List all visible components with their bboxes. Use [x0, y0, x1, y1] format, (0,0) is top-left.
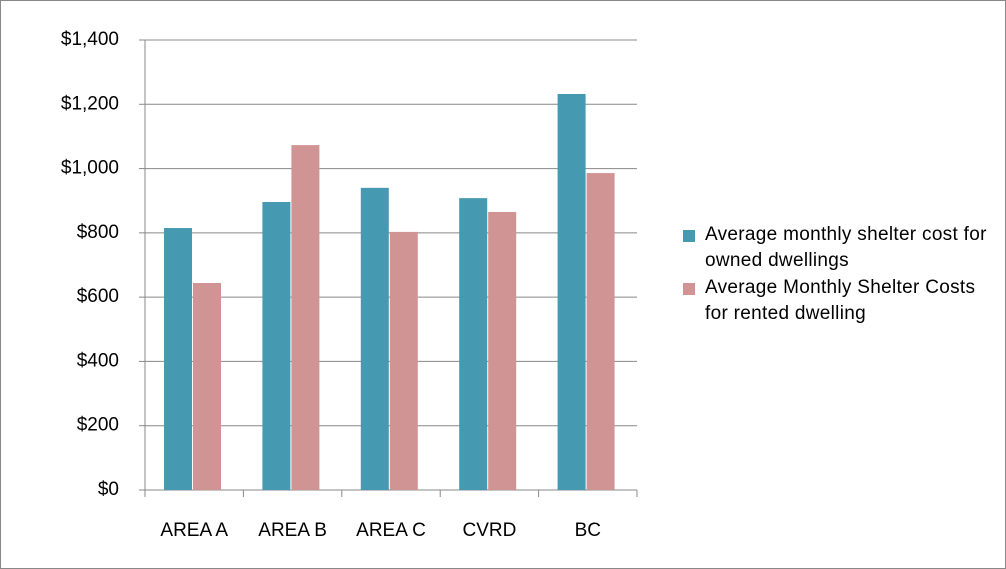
bar	[360, 187, 389, 490]
x-tick-label: AREA C	[356, 520, 426, 541]
y-tick-label: $1,400	[61, 29, 119, 50]
legend-swatch	[683, 230, 695, 242]
x-tick-label: BC	[575, 520, 601, 541]
bar	[557, 94, 586, 490]
y-tick-label: $200	[77, 415, 119, 436]
legend-label: Average monthly shelter cost for owned d…	[705, 224, 987, 271]
y-tick-label: $600	[77, 286, 119, 307]
bar	[389, 231, 418, 490]
bar	[459, 198, 488, 490]
x-tick-label: AREA A	[160, 520, 228, 541]
bar	[164, 228, 192, 491]
bar	[586, 173, 615, 491]
bar	[488, 211, 517, 490]
y-tick-label: $400	[77, 350, 119, 371]
y-tick-label: $1,200	[61, 93, 119, 114]
legend-swatch	[683, 283, 695, 295]
bar	[291, 145, 320, 490]
bar	[262, 202, 291, 490]
x-tick-label: CVRD	[462, 520, 516, 541]
y-tick-label: $800	[77, 222, 119, 243]
y-tick-label: $1,000	[61, 158, 119, 179]
legend-label: Average Monthly Shelter Costs for rented…	[705, 277, 976, 324]
bar	[193, 283, 221, 490]
x-tick-label: AREA B	[258, 520, 327, 541]
y-tick-label: $0	[98, 479, 119, 500]
